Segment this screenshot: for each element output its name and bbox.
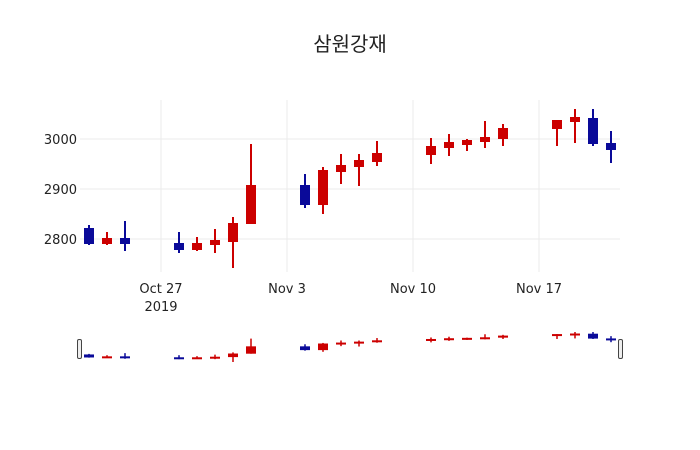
candle-body [552,120,562,129]
candle-body [336,165,346,172]
chart-title: 삼원강재 [313,32,387,56]
candle-body [228,223,238,242]
candle[interactable] [372,141,382,166]
x-tick-label: Nov 17 [516,282,562,297]
slider-candle-body [444,338,454,341]
slider-candle-body [588,333,598,339]
candle-body [462,140,472,145]
candle[interactable] [480,121,490,148]
candle[interactable] [246,144,256,224]
candle-body [246,185,256,224]
candle[interactable] [228,217,238,268]
slider-candle-body [192,357,202,360]
candle-body [174,243,184,250]
x-tick-label: Oct 27 [139,282,182,297]
slider-candle-body [246,346,256,354]
slider-candle-body [84,354,94,358]
slider-candle-body [372,340,382,343]
candle-body [318,170,328,205]
candle-body [120,238,130,244]
candle[interactable] [426,138,436,164]
range-slider-right-handle[interactable] [618,339,623,359]
candle-body [372,153,382,162]
y-tick-label: 2900 [44,183,77,198]
candle[interactable] [354,154,364,186]
range-slider-candles [84,332,616,362]
slider-candle-body [552,334,562,337]
candle[interactable] [498,124,508,146]
x-axis: Oct 27 2019 Nov 3 Nov 10 Nov 17 [139,282,562,315]
candle[interactable] [192,237,202,251]
candle[interactable] [444,134,454,156]
y-axis: 2800 2900 3000 [44,133,77,248]
x-tick-year-label: 2019 [144,300,177,315]
candle[interactable] [462,139,472,151]
candle-body [354,160,364,167]
range-slider[interactable] [77,332,623,362]
candle-body [480,137,490,142]
slider-candle-body [480,337,490,340]
candle-body [84,228,94,244]
candle-body [210,240,220,245]
slider-candle-body [228,353,238,358]
slider-candle-body [354,341,364,344]
candle-body [102,238,112,244]
y-tick-label: 3000 [44,133,77,148]
candle-body [570,117,580,122]
range-slider-left-handle[interactable] [77,339,82,359]
candles-main[interactable] [84,109,616,268]
candle-body [192,243,202,250]
candle[interactable] [552,120,562,146]
slider-candle-body [300,346,310,351]
candle[interactable] [606,131,616,163]
candle-body [426,146,436,155]
slider-candle-body [606,338,616,341]
slider-candle-body [336,342,346,345]
x-tick-label: Nov 10 [390,282,436,297]
candle-body [588,118,598,144]
candle[interactable] [174,232,184,253]
slider-candle-body [120,356,130,359]
candle[interactable] [318,167,328,214]
candle[interactable] [210,229,220,253]
candle-body [444,142,454,148]
candle[interactable] [336,154,346,184]
slider-candle-body [498,335,508,338]
candle[interactable] [588,109,598,146]
candle-body [498,128,508,139]
candle[interactable] [120,221,130,251]
x-tick-label: Nov 3 [268,282,306,297]
slider-candle-body [318,343,328,351]
slider-candle-body [426,338,436,341]
slider-candle-body [174,357,184,360]
candle[interactable] [300,174,310,208]
candle[interactable] [570,109,580,143]
candle[interactable] [102,232,112,245]
slider-candle-body [102,356,112,359]
candle[interactable] [84,225,94,245]
slider-candle-body [570,333,580,336]
gridlines [80,100,620,272]
candle-body [606,143,616,150]
slider-candle-body [210,356,220,359]
candle-body [300,185,310,205]
slider-candle-body [462,337,472,340]
y-tick-label: 2800 [44,233,77,248]
